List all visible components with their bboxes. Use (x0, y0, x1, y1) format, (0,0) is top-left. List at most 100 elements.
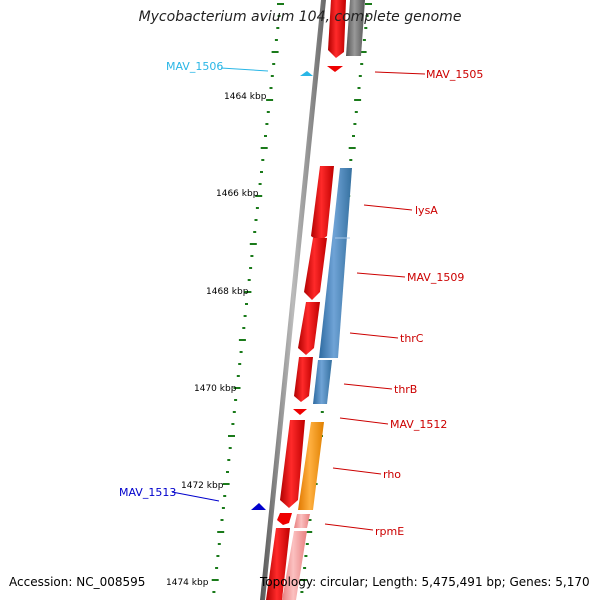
gc-dot-left (223, 495, 227, 497)
gene-label-lysA[interactable]: lysA (415, 204, 438, 217)
gc-dot-right (354, 111, 358, 113)
gc-dot-right (364, 27, 368, 29)
gc-dot-left (221, 507, 225, 509)
gc-dot-left (264, 135, 267, 137)
gene-block-lysA-rev (319, 168, 352, 358)
gc-dot-right (320, 411, 324, 413)
gc-dot-left (236, 375, 240, 377)
gc-dot-left (249, 267, 253, 269)
gene-label-thrC[interactable]: thrC (400, 332, 424, 345)
gc-dot-left (266, 111, 270, 113)
gene-block-mav1509 (304, 238, 327, 300)
gc-dot-left (271, 51, 279, 53)
gc-dot-left (216, 555, 220, 557)
gc-dot-left (242, 327, 246, 329)
gc-dot-left (245, 303, 248, 305)
gc-dot-right (304, 555, 308, 557)
genome-backbone (260, 0, 326, 600)
gc-dot-left (260, 171, 263, 173)
gc-dot-right (365, 3, 372, 5)
gene-arrow-mav1505 (327, 66, 343, 72)
tick-label-1470: 1470 kbp (194, 384, 237, 394)
gene-arrow-mav1512 (293, 409, 307, 415)
gc-dot-right (303, 567, 307, 569)
gc-dot-right (300, 591, 304, 593)
gene-block-rho (280, 420, 305, 508)
gc-dot-left (228, 435, 235, 437)
gc-dot-right (362, 39, 366, 41)
tick-label-1472: 1472 kbp (181, 481, 224, 491)
gene-arrow-rpmE (277, 513, 292, 525)
gene-label-mav1506[interactable]: MAV_1506 (166, 60, 224, 73)
gc-dot-left (254, 219, 258, 221)
label-leader-lines (171, 67, 426, 531)
gc-dot-left (238, 363, 242, 365)
gc-dot-left (220, 519, 224, 521)
gc-dot-left (233, 387, 241, 389)
gc-dot-left (217, 543, 221, 545)
gc-dot-left (217, 531, 225, 533)
gc-dot-right (354, 99, 362, 101)
gc-dot-left (253, 231, 257, 233)
gc-dot-right (308, 519, 312, 521)
gene-label-mav1509[interactable]: MAV_1509 (407, 271, 465, 284)
gc-dot-left (222, 483, 230, 485)
gc-dot-left (212, 591, 216, 593)
gene-block-lysA (311, 166, 334, 242)
gc-dot-left (276, 27, 280, 29)
gene-block-bottom-light (282, 531, 307, 600)
gc-dot-left (277, 15, 281, 17)
gc-dot-left (247, 279, 251, 281)
gc-dot-left (249, 243, 257, 245)
gc-dot-left (274, 39, 278, 41)
gc-dot-left (226, 471, 229, 473)
topology-text: Topology: circular; Length: 5,475,491 bp… (260, 575, 590, 589)
gc-dot-right (365, 15, 369, 17)
gene-label-mav1505[interactable]: MAV_1505 (426, 68, 484, 81)
gc-dot-left (228, 447, 232, 449)
gene-arrow-mav1506 (300, 71, 313, 76)
gc-dot-left (244, 291, 252, 293)
gc-dot-left (258, 183, 262, 185)
gc-dot-left (250, 255, 254, 257)
gene-block-rpmE-light (294, 514, 310, 528)
gc-dot-right (359, 51, 367, 53)
gc-dot-left (261, 159, 265, 161)
accession-text: Accession: NC_008595 (9, 575, 146, 589)
gene-block-top-gray (346, 0, 365, 56)
gene-label-mav1512[interactable]: MAV_1512 (390, 418, 448, 431)
gc-dot-left (272, 63, 276, 65)
gene-block-bottom-red (266, 528, 290, 600)
gene-label-rpmE[interactable]: rpmE (375, 525, 405, 538)
gc-dot-left (265, 123, 269, 125)
gc-dot-right (305, 531, 313, 533)
gene-label-rho[interactable]: rho (383, 468, 402, 481)
gc-dot-left (277, 3, 284, 5)
tick-label-1474: 1474 kbp (166, 578, 209, 588)
gene-label-thrB[interactable]: thrB (394, 383, 418, 396)
gc-dot-left (260, 147, 268, 149)
gene-block-top-red (328, 0, 346, 58)
gene-block-thrC (298, 302, 320, 355)
gc-dot-left (227, 459, 231, 461)
gc-dot-left (238, 339, 246, 341)
gene-label-mav1513[interactable]: MAV_1513 (119, 486, 177, 499)
gc-dot-left (211, 579, 219, 581)
gc-dot-right (360, 63, 364, 65)
gene-arrow-mav1513 (251, 503, 266, 510)
gene-track-forward (266, 0, 365, 600)
map-title: Mycobacterium avium 104, complete genome (138, 9, 462, 25)
gc-dot-left (266, 99, 274, 101)
gene-block-rho-orange (298, 422, 324, 510)
gene-track-reverse (282, 168, 352, 600)
gc-dot-right (305, 543, 309, 545)
gc-dot-right (357, 87, 361, 89)
gc-dot-right (348, 147, 356, 149)
tick-label-1468: 1468 kbp (206, 287, 249, 297)
gc-dot-left (215, 567, 219, 569)
gene-block-thrB (294, 357, 313, 402)
gc-dot-left (269, 87, 273, 89)
gc-dot-right (353, 123, 357, 125)
